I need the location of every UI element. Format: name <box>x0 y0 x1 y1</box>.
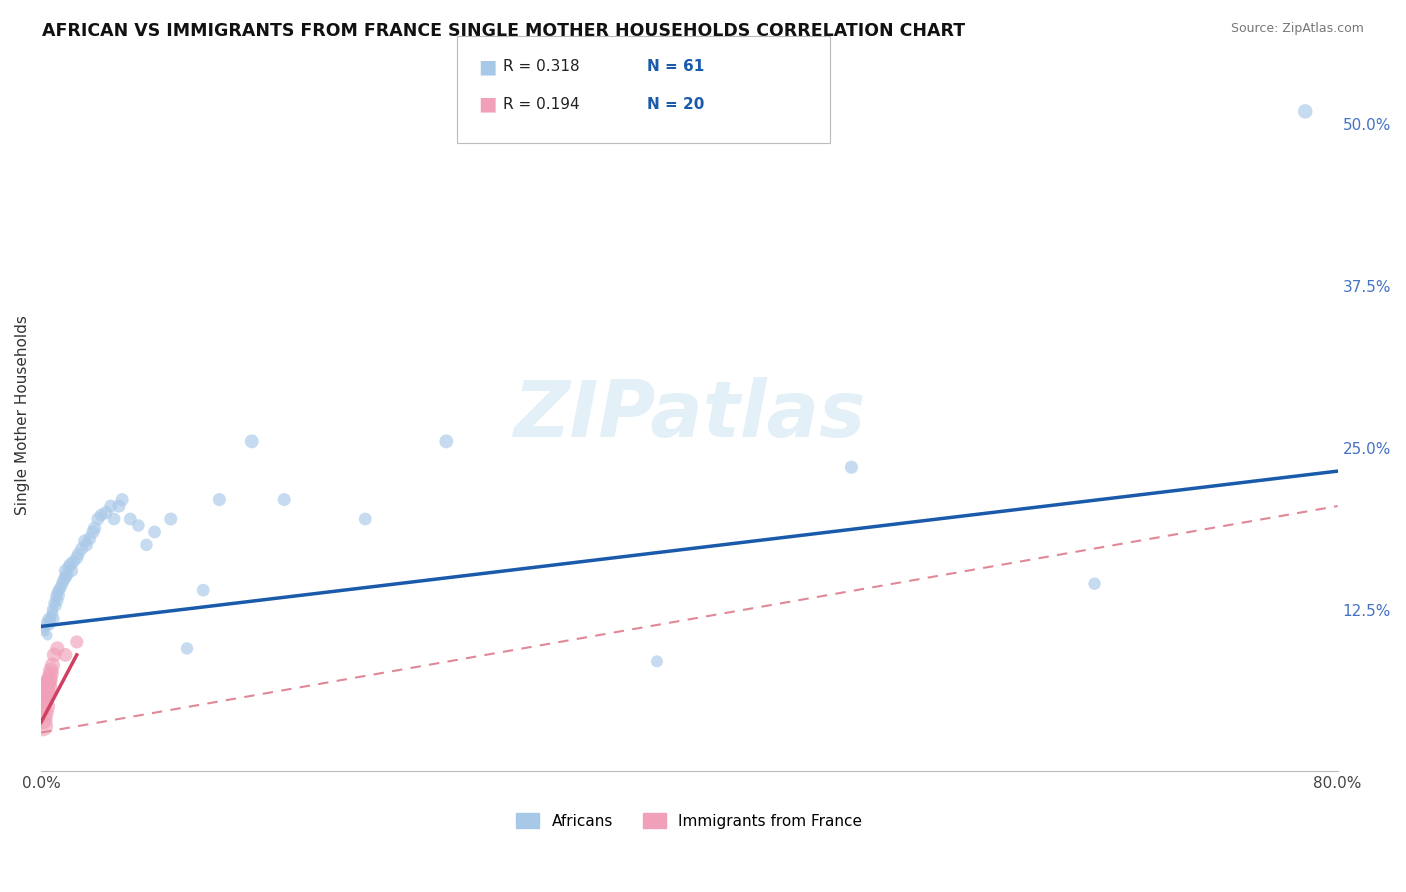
Point <box>34 624 56 639</box>
Text: ■: ■ <box>478 57 496 77</box>
Point <box>39 609 62 624</box>
Point <box>41 607 63 621</box>
Point <box>45 599 67 613</box>
Point <box>56 567 79 582</box>
Point <box>120 512 142 526</box>
Point <box>135 538 157 552</box>
Y-axis label: Single Mother Households: Single Mother Households <box>15 316 30 516</box>
Point <box>83 521 105 535</box>
Point <box>34 693 56 707</box>
Point <box>87 512 110 526</box>
Point <box>42 596 65 610</box>
Point <box>41 658 63 673</box>
Point <box>42 612 65 626</box>
Text: ■: ■ <box>478 95 496 114</box>
Point <box>46 641 69 656</box>
Point <box>45 590 67 604</box>
Point <box>41 602 63 616</box>
Text: AFRICAN VS IMMIGRANTS FROM FRANCE SINGLE MOTHER HOUSEHOLDS CORRELATION CHART: AFRICAN VS IMMIGRANTS FROM FRANCE SINGLE… <box>42 22 966 40</box>
Point <box>273 492 295 507</box>
Point <box>48 588 70 602</box>
Legend: Africans, Immigrants from France: Africans, Immigrants from France <box>510 806 869 835</box>
Point <box>240 434 263 449</box>
Point <box>34 706 56 720</box>
Point <box>55 570 77 584</box>
Point <box>31 622 53 636</box>
Point <box>39 667 62 681</box>
Point <box>38 618 60 632</box>
Point <box>59 558 82 572</box>
Point <box>1083 576 1105 591</box>
Point <box>60 564 83 578</box>
Point <box>143 524 166 539</box>
Point <box>645 654 668 668</box>
Point <box>39 664 62 678</box>
Point <box>35 615 58 630</box>
Point <box>31 713 53 727</box>
Point <box>176 641 198 656</box>
Text: N = 61: N = 61 <box>647 60 704 74</box>
Point <box>66 635 89 649</box>
Point <box>79 532 101 546</box>
Point <box>35 680 58 694</box>
Point <box>46 593 69 607</box>
Point <box>52 573 75 587</box>
Point <box>90 508 112 522</box>
Point <box>35 699 58 714</box>
Point <box>108 499 131 513</box>
Point <box>1294 104 1316 119</box>
Point <box>127 518 149 533</box>
Text: Source: ZipAtlas.com: Source: ZipAtlas.com <box>1230 22 1364 36</box>
Point <box>37 612 59 626</box>
Point <box>193 583 215 598</box>
Point <box>354 512 377 526</box>
Point <box>82 524 104 539</box>
Point <box>67 547 90 561</box>
Point <box>31 719 53 733</box>
Text: ZIPatlas: ZIPatlas <box>513 377 866 453</box>
Point <box>39 613 62 627</box>
Point <box>70 541 93 556</box>
Point <box>48 583 70 598</box>
Point <box>46 586 69 600</box>
Point <box>76 538 98 552</box>
Point <box>38 671 60 685</box>
Point <box>94 506 117 520</box>
Point <box>49 581 72 595</box>
Point <box>100 499 122 513</box>
Point <box>35 684 58 698</box>
Point <box>55 648 77 662</box>
Text: N = 20: N = 20 <box>647 97 704 112</box>
Point <box>55 564 77 578</box>
Point <box>37 676 59 690</box>
Point <box>38 673 60 688</box>
Point <box>34 690 56 704</box>
Point <box>208 492 231 507</box>
Point <box>66 550 89 565</box>
Point <box>42 648 65 662</box>
Point <box>38 614 60 628</box>
Point <box>37 628 59 642</box>
Point <box>37 687 59 701</box>
Point <box>841 460 863 475</box>
Point <box>159 512 181 526</box>
Text: R = 0.194: R = 0.194 <box>503 97 579 112</box>
Point <box>35 619 58 633</box>
Point <box>51 576 73 591</box>
Point <box>62 555 84 569</box>
Point <box>434 434 457 449</box>
Point <box>73 534 96 549</box>
Point <box>58 560 80 574</box>
Point <box>111 492 134 507</box>
Point <box>103 512 125 526</box>
Text: R = 0.318: R = 0.318 <box>503 60 579 74</box>
Point <box>38 680 60 694</box>
